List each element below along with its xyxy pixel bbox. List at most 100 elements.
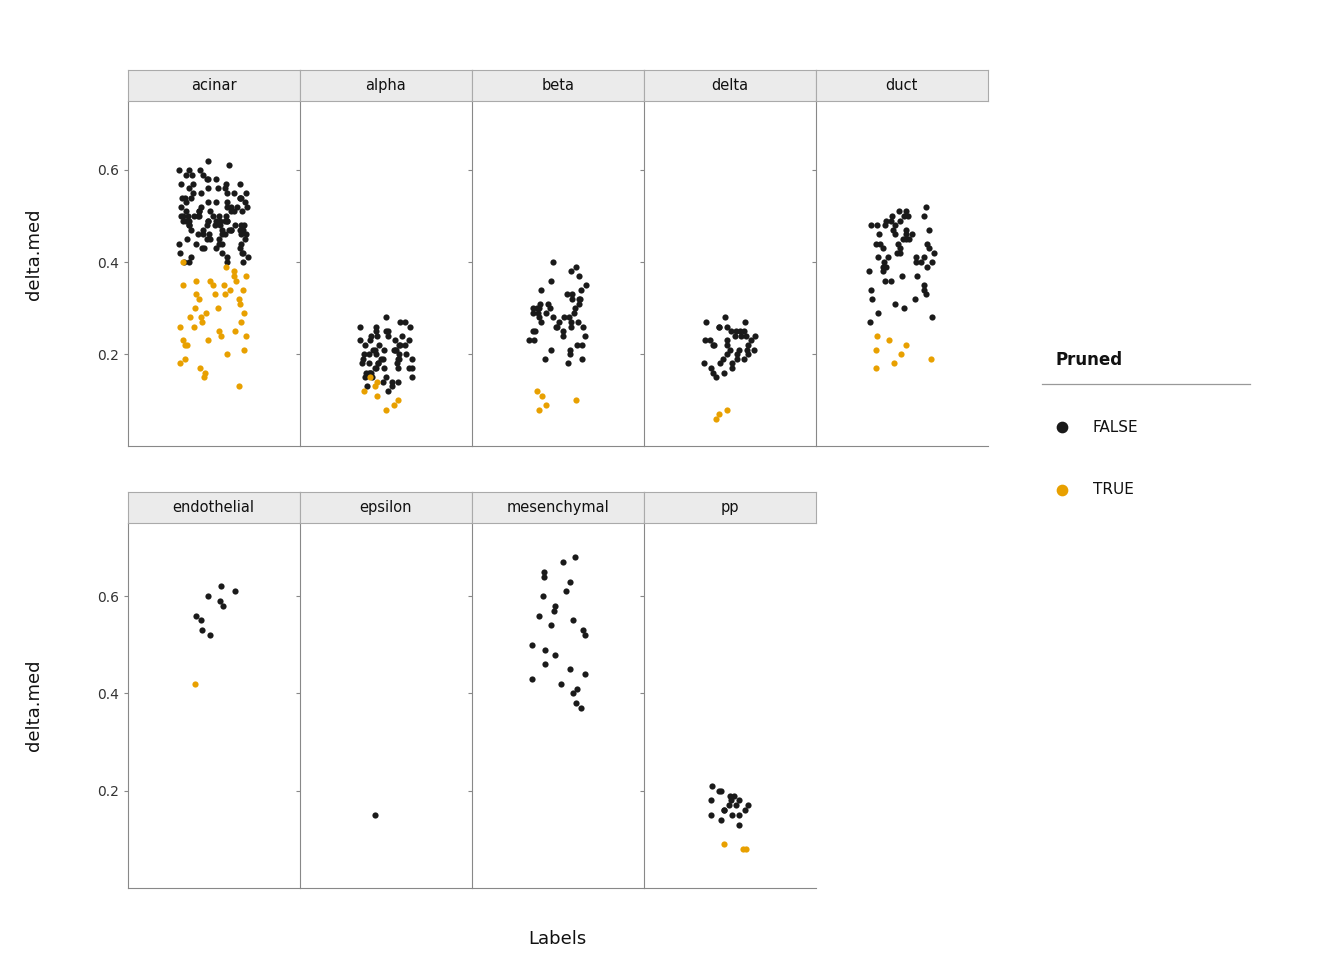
- Point: [714, 836, 735, 852]
- Point: [356, 379, 378, 395]
- Point: [560, 287, 582, 302]
- Point: [188, 204, 210, 219]
- Point: [349, 333, 371, 348]
- Point: [891, 347, 913, 362]
- Point: [560, 319, 582, 334]
- Point: [402, 360, 423, 375]
- Point: [723, 788, 745, 804]
- Point: [224, 584, 246, 599]
- Point: [190, 162, 211, 178]
- Point: [714, 803, 735, 818]
- Point: [171, 190, 192, 205]
- Point: [872, 264, 894, 279]
- Point: [528, 608, 550, 623]
- Point: [390, 314, 411, 329]
- Point: [230, 241, 251, 256]
- Point: [712, 803, 734, 818]
- Point: [700, 360, 722, 375]
- Point: [552, 555, 574, 570]
- Point: [199, 231, 220, 247]
- Point: [378, 324, 399, 339]
- Point: [528, 310, 550, 325]
- Point: [914, 208, 935, 224]
- Point: [210, 579, 231, 594]
- Point: [895, 204, 917, 219]
- Point: [570, 701, 591, 716]
- Point: [216, 213, 238, 228]
- Point: [216, 213, 238, 228]
- Point: [366, 360, 387, 375]
- Point: [732, 841, 754, 856]
- Point: [177, 254, 199, 270]
- Point: [567, 337, 589, 352]
- Point: [172, 213, 194, 228]
- Point: [884, 218, 906, 233]
- Point: [892, 231, 914, 247]
- Point: [206, 172, 227, 187]
- Point: [539, 300, 560, 316]
- Point: [233, 222, 254, 237]
- Point: [358, 347, 379, 362]
- Point: [194, 241, 215, 256]
- Point: [228, 190, 250, 205]
- Point: [192, 222, 214, 237]
- Point: [564, 549, 586, 564]
- Text: alpha: alpha: [366, 78, 406, 93]
- Point: [722, 356, 743, 372]
- Point: [214, 213, 235, 228]
- Point: [534, 564, 555, 580]
- Point: [728, 342, 750, 357]
- Point: [902, 227, 923, 242]
- Point: [388, 337, 410, 352]
- Point: [378, 328, 399, 344]
- Point: [353, 383, 375, 398]
- Point: [230, 227, 251, 242]
- Point: [560, 264, 582, 279]
- Point: [366, 388, 387, 403]
- Point: [544, 603, 566, 618]
- Point: [386, 342, 407, 357]
- Point: [532, 588, 554, 604]
- Point: [172, 333, 194, 348]
- Point: [175, 351, 196, 367]
- Point: [917, 236, 938, 252]
- Point: [224, 324, 246, 339]
- Point: [206, 213, 227, 228]
- Point: [543, 254, 564, 270]
- Point: [366, 374, 387, 390]
- Point: [235, 185, 257, 201]
- Point: [187, 208, 208, 224]
- Point: [198, 180, 219, 196]
- Point: [360, 328, 382, 344]
- Point: [215, 176, 237, 191]
- Point: [867, 328, 888, 344]
- Point: [204, 287, 226, 302]
- Point: [571, 351, 593, 367]
- Point: [168, 162, 190, 178]
- Point: [521, 671, 543, 686]
- Point: [375, 402, 396, 418]
- Point: [923, 245, 945, 260]
- Point: [563, 612, 585, 628]
- Point: [706, 370, 727, 385]
- Point: [737, 337, 758, 352]
- Point: [531, 388, 552, 403]
- Point: [202, 277, 223, 293]
- Point: [540, 273, 562, 288]
- Point: [204, 241, 226, 256]
- Point: [208, 231, 230, 247]
- Point: [360, 365, 382, 380]
- Point: [211, 328, 233, 344]
- Point: [395, 347, 417, 362]
- Point: [188, 208, 210, 224]
- Point: [718, 798, 739, 813]
- Point: [702, 779, 723, 794]
- Point: [734, 324, 755, 339]
- Point: [899, 231, 921, 247]
- Point: [364, 379, 386, 395]
- Point: [362, 370, 383, 385]
- Point: [560, 314, 582, 329]
- Point: [198, 153, 219, 168]
- Point: [569, 268, 590, 283]
- Point: [196, 333, 218, 348]
